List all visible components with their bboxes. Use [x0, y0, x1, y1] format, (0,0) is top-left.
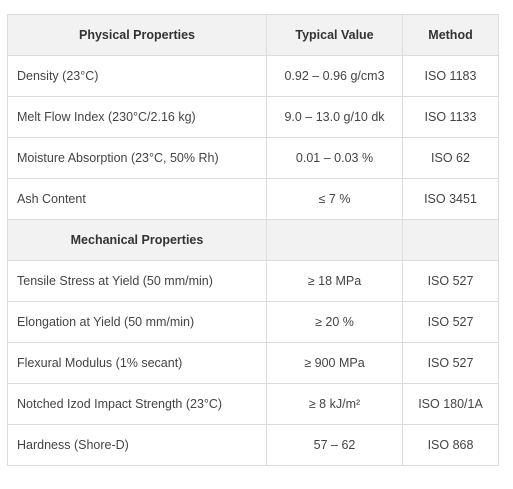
physical-properties-heading: Physical Properties — [7, 14, 267, 56]
properties-table-container: Physical Properties Typical Value Method… — [7, 14, 499, 466]
properties-table: Physical Properties Typical Value Method… — [7, 14, 499, 466]
property-cell: Hardness (Shore-D) — [7, 424, 267, 466]
value-cell: ≥ 20 % — [266, 301, 403, 343]
table-row: Hardness (Shore-D) 57 – 62 ISO 868 — [7, 424, 499, 466]
typical-value-heading: Typical Value — [266, 14, 403, 56]
table-row: Moisture Absorption (23°C, 50% Rh) 0.01 … — [7, 137, 499, 179]
table-row: Tensile Stress at Yield (50 mm/min) ≥ 18… — [7, 260, 499, 302]
method-cell: ISO 180/1A — [402, 383, 499, 425]
value-cell: ≥ 900 MPa — [266, 342, 403, 384]
table-row: Melt Flow Index (230°C/2.16 kg) 9.0 – 13… — [7, 96, 499, 138]
method-cell: ISO 527 — [402, 342, 499, 384]
mechanical-properties-heading: Mechanical Properties — [7, 219, 267, 261]
mechanical-value-heading — [266, 219, 403, 261]
table-row: Ash Content ≤ 7 % ISO 3451 — [7, 178, 499, 220]
method-cell: ISO 1183 — [402, 55, 499, 97]
value-cell: 0.01 – 0.03 % — [266, 137, 403, 179]
value-cell: 9.0 – 13.0 g/10 dk — [266, 96, 403, 138]
value-cell: ≤ 7 % — [266, 178, 403, 220]
method-cell: ISO 62 — [402, 137, 499, 179]
method-cell: ISO 868 — [402, 424, 499, 466]
table-row: Notched Izod Impact Strength (23°C) ≥ 8 … — [7, 383, 499, 425]
method-cell: ISO 527 — [402, 301, 499, 343]
value-cell: 57 – 62 — [266, 424, 403, 466]
physical-properties-header-row: Physical Properties Typical Value Method — [7, 14, 499, 56]
property-cell: Flexural Modulus (1% secant) — [7, 342, 267, 384]
table-row: Flexural Modulus (1% secant) ≥ 900 MPa I… — [7, 342, 499, 384]
property-cell: Density (23°C) — [7, 55, 267, 97]
property-cell: Moisture Absorption (23°C, 50% Rh) — [7, 137, 267, 179]
property-cell: Melt Flow Index (230°C/2.16 kg) — [7, 96, 267, 138]
mechanical-method-heading — [402, 219, 499, 261]
mechanical-properties-header-row: Mechanical Properties — [7, 219, 499, 261]
property-cell: Elongation at Yield (50 mm/min) — [7, 301, 267, 343]
property-cell: Notched Izod Impact Strength (23°C) — [7, 383, 267, 425]
method-cell: ISO 1133 — [402, 96, 499, 138]
table-row: Density (23°C) 0.92 – 0.96 g/cm3 ISO 118… — [7, 55, 499, 97]
value-cell: ≥ 8 kJ/m² — [266, 383, 403, 425]
property-cell: Ash Content — [7, 178, 267, 220]
property-cell: Tensile Stress at Yield (50 mm/min) — [7, 260, 267, 302]
value-cell: ≥ 18 MPa — [266, 260, 403, 302]
method-cell: ISO 527 — [402, 260, 499, 302]
value-cell: 0.92 – 0.96 g/cm3 — [266, 55, 403, 97]
table-row: Elongation at Yield (50 mm/min) ≥ 20 % I… — [7, 301, 499, 343]
method-cell: ISO 3451 — [402, 178, 499, 220]
method-heading: Method — [402, 14, 499, 56]
